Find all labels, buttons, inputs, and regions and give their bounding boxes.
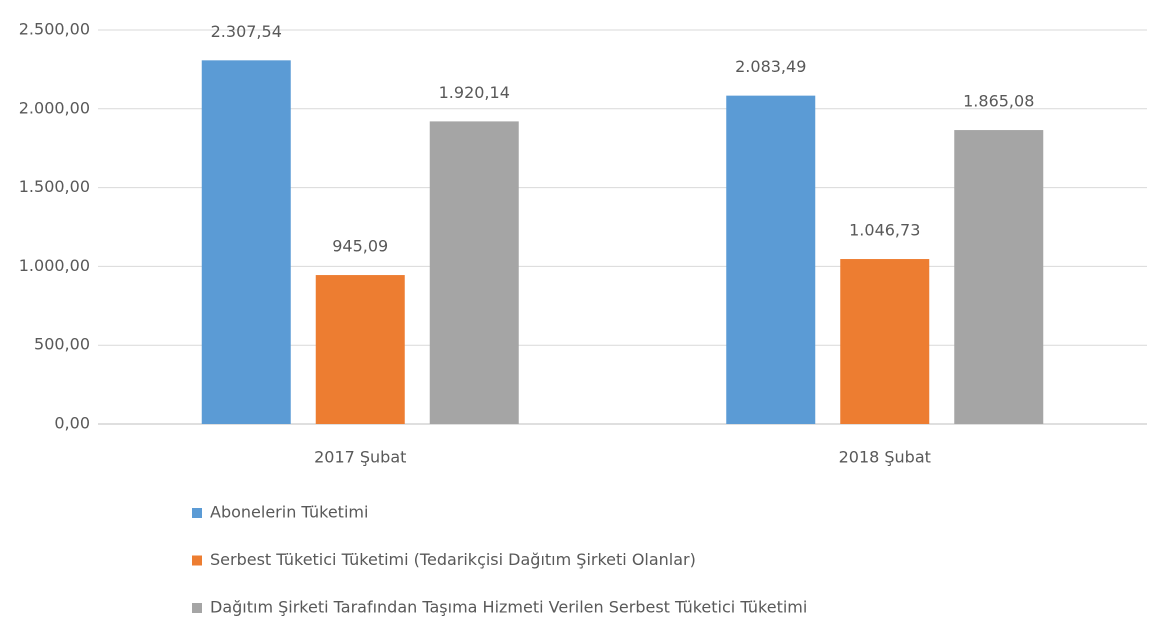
y-tick-label: 2.500,00: [19, 20, 90, 39]
legend-label: Dağıtım Şirketi Tarafından Taşıma Hizmet…: [210, 598, 807, 617]
bar: [201, 60, 291, 424]
legend-marker: [192, 508, 202, 518]
y-tick-label: 500,00: [34, 335, 90, 354]
y-tick-label: 1.500,00: [19, 177, 90, 196]
data-label: 1.920,14: [439, 83, 510, 102]
data-label: 2.307,54: [211, 22, 282, 41]
bar: [315, 275, 405, 424]
x-tick-label: 2018 Şubat: [839, 448, 931, 467]
data-label: 945,09: [332, 237, 388, 256]
data-label: 1.046,73: [849, 221, 920, 240]
bar: [840, 259, 930, 424]
legend-marker: [192, 555, 202, 566]
bar: [726, 95, 816, 425]
x-tick-label: 2017 Şubat: [314, 448, 406, 467]
data-label: 1.865,08: [963, 92, 1034, 111]
bar: [429, 121, 519, 425]
legend-marker: [192, 603, 202, 613]
legend-label: Serbest Tüketici Tüketimi (Tedarikçisi D…: [210, 550, 696, 569]
bar: [954, 130, 1044, 424]
legend-label: Abonelerin Tüketimi: [210, 503, 368, 522]
y-tick-label: 0,00: [54, 414, 90, 433]
y-tick-label: 2.000,00: [19, 98, 90, 117]
y-tick-label: 1.000,00: [19, 256, 90, 275]
data-label: 2.083,49: [735, 57, 806, 76]
